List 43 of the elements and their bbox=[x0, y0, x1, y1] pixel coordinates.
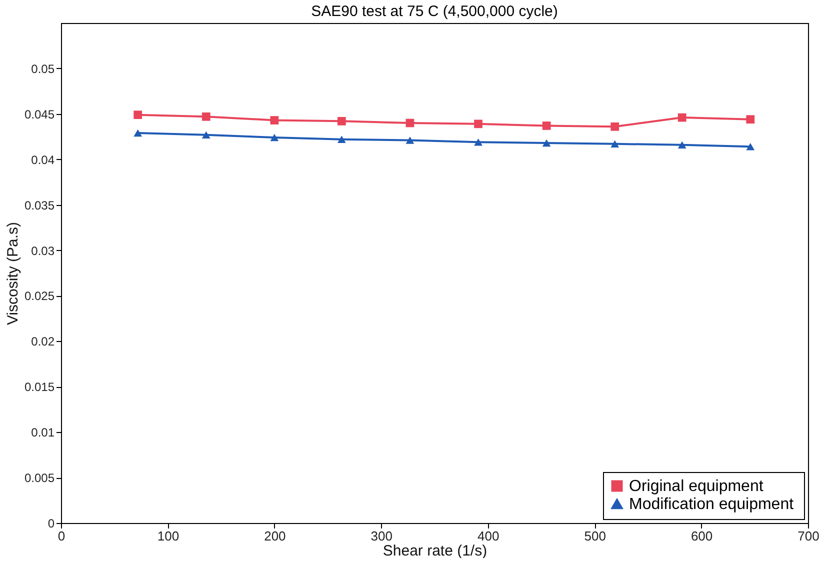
chart-title: SAE90 test at 75 C (4,500,000 cycle) bbox=[311, 3, 558, 20]
point bbox=[270, 134, 279, 142]
point bbox=[610, 140, 620, 148]
x-tick-label: 0 bbox=[58, 528, 66, 544]
point bbox=[542, 139, 551, 147]
point bbox=[474, 138, 482, 146]
point bbox=[406, 136, 414, 144]
point bbox=[202, 131, 210, 138]
y-axis-title: Viscosity (Pa.s) bbox=[4, 222, 22, 326]
y-tick-label: 0 bbox=[48, 516, 55, 530]
point bbox=[610, 122, 620, 131]
y-tick-label: 0.015 bbox=[24, 380, 55, 394]
point bbox=[678, 141, 686, 148]
legend-label: Modification equipment bbox=[629, 496, 794, 513]
x-tick-label: 300 bbox=[370, 528, 392, 544]
y-tick-label: 0.04 bbox=[31, 152, 55, 167]
y-tick-label: 0.025 bbox=[24, 289, 55, 304]
y-tick-label: 0.03 bbox=[31, 244, 55, 258]
point bbox=[202, 112, 210, 121]
point bbox=[746, 115, 755, 124]
point bbox=[270, 116, 279, 124]
x-tick-label: 400 bbox=[478, 528, 500, 544]
x-tick-label: 500 bbox=[584, 528, 606, 544]
point bbox=[746, 143, 755, 150]
point bbox=[406, 118, 414, 128]
point bbox=[678, 113, 686, 122]
point bbox=[474, 120, 482, 128]
point bbox=[134, 110, 142, 119]
x-tick-label: 100 bbox=[157, 528, 180, 544]
y-tick-label: 0.005 bbox=[24, 471, 55, 486]
y-tick-label: 0.02 bbox=[31, 334, 55, 349]
x-tick-label: 700 bbox=[798, 528, 820, 544]
point bbox=[134, 129, 142, 137]
point bbox=[542, 122, 551, 130]
y-tick-label: 0.035 bbox=[24, 198, 55, 212]
y-tick-label: 0.045 bbox=[24, 107, 55, 122]
y-tick-label: 0.05 bbox=[31, 62, 55, 76]
x-tick-label: 600 bbox=[690, 528, 713, 544]
y-tick-label: 0.01 bbox=[31, 426, 55, 440]
legend-label: Original equipment bbox=[629, 478, 764, 495]
point bbox=[337, 117, 346, 126]
point bbox=[337, 136, 346, 143]
x-tick-label: 200 bbox=[264, 528, 286, 544]
